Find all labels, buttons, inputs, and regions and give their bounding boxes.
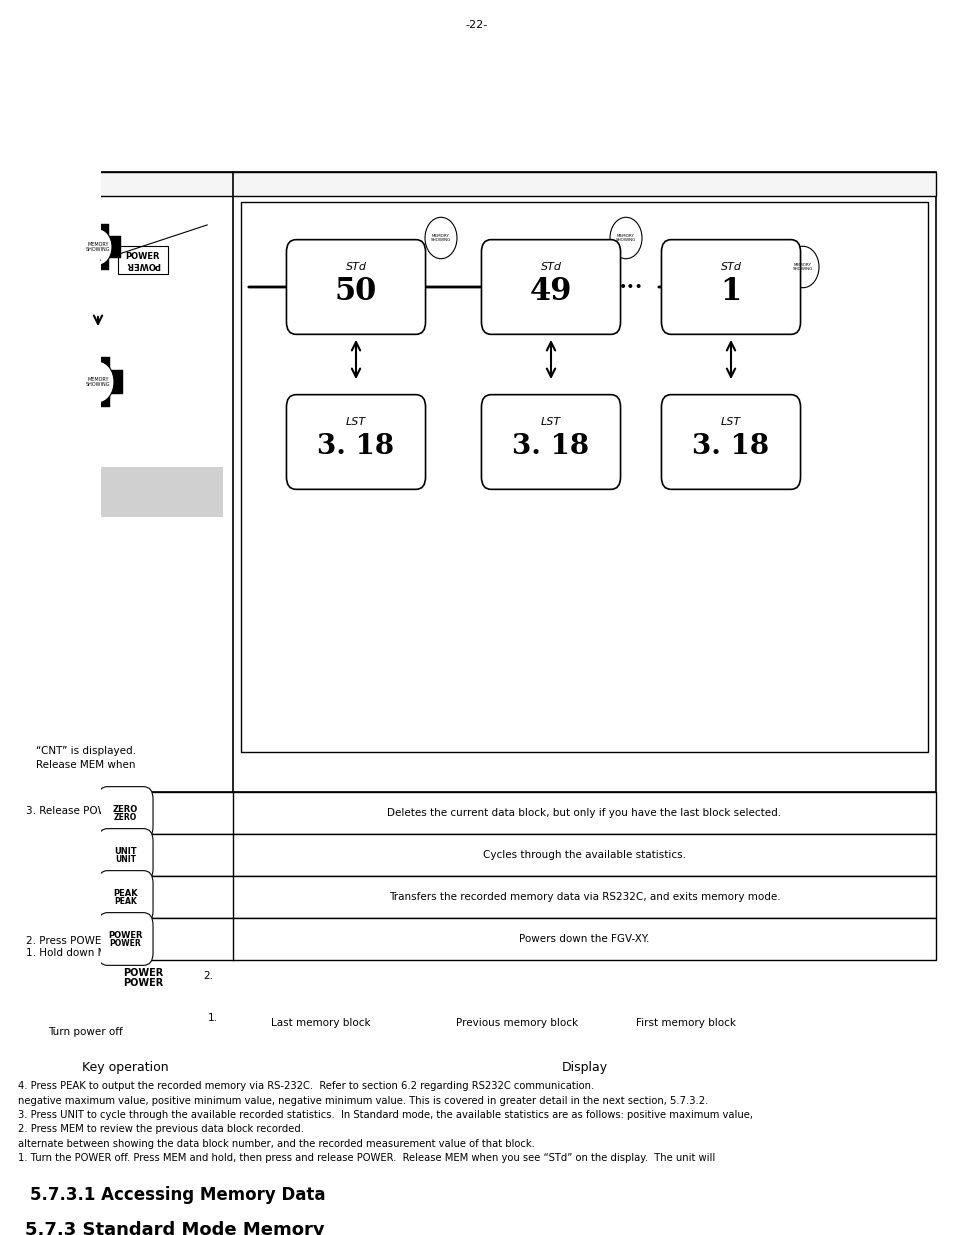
Text: 4. Press PEAK to output the recorded memory via RS-232C.  Refer to section 6.2 r: 4. Press PEAK to output the recorded mem… bbox=[18, 1081, 594, 1091]
Bar bbox=[18, 792, 935, 834]
Bar bbox=[99, 236, 121, 258]
FancyBboxPatch shape bbox=[481, 240, 619, 335]
Text: First memory block: First memory block bbox=[636, 1018, 735, 1028]
Text: STd: STd bbox=[540, 262, 561, 272]
FancyBboxPatch shape bbox=[98, 787, 152, 840]
Bar bbox=[87, 248, 109, 270]
Text: STd: STd bbox=[345, 262, 366, 272]
Text: PEAK: PEAK bbox=[113, 889, 137, 899]
Text: MEMORY
SHOWING: MEMORY SHOWING bbox=[792, 263, 812, 272]
FancyBboxPatch shape bbox=[660, 240, 800, 335]
Text: 5.7.3.1 Accessing Memory Data: 5.7.3.1 Accessing Memory Data bbox=[30, 1186, 325, 1204]
Text: 3. Press UNIT to cycle through the available recorded statistics.  In Standard m: 3. Press UNIT to cycle through the avail… bbox=[18, 1110, 752, 1120]
FancyBboxPatch shape bbox=[98, 829, 152, 882]
Text: 5.7.3 Standard Mode Memory: 5.7.3 Standard Mode Memory bbox=[25, 1221, 324, 1235]
Text: 2. Press POWER: 2. Press POWER bbox=[26, 936, 109, 946]
FancyBboxPatch shape bbox=[98, 871, 152, 924]
Text: 1.: 1. bbox=[208, 1013, 218, 1023]
Text: -22-: -22- bbox=[465, 20, 488, 30]
Text: ZERO: ZERO bbox=[112, 805, 138, 815]
Bar bbox=[87, 224, 109, 246]
Text: 50: 50 bbox=[335, 277, 376, 308]
Bar bbox=[18, 876, 935, 918]
Text: 2.: 2. bbox=[203, 971, 213, 981]
FancyBboxPatch shape bbox=[286, 240, 425, 335]
Bar bbox=[18, 918, 935, 960]
Circle shape bbox=[786, 246, 818, 288]
Bar bbox=[18, 834, 935, 876]
Text: POWER: POWER bbox=[126, 252, 160, 261]
Bar bbox=[18, 46, 935, 74]
Text: 2. Press MEM to review the previous data block recorded.: 2. Press MEM to review the previous data… bbox=[18, 1124, 304, 1134]
Circle shape bbox=[82, 362, 113, 403]
Text: MEMORY
SHOWING: MEMORY SHOWING bbox=[86, 242, 111, 252]
Text: Deletes the current data block, but only if you have the last block selected.: Deletes the current data block, but only… bbox=[387, 808, 781, 818]
Text: PEAK: PEAK bbox=[114, 897, 136, 905]
Text: •••: ••• bbox=[618, 280, 642, 294]
Text: Release MEM when: Release MEM when bbox=[36, 760, 135, 769]
FancyBboxPatch shape bbox=[481, 395, 619, 489]
FancyBboxPatch shape bbox=[660, 395, 800, 489]
Text: 3. 18: 3. 18 bbox=[317, 433, 395, 461]
Text: “CNT” is displayed.: “CNT” is displayed. bbox=[36, 746, 136, 756]
Bar bbox=[73, 370, 97, 394]
Text: MEMORY
SHOWING: MEMORY SHOWING bbox=[616, 233, 636, 242]
Text: POWER: POWER bbox=[108, 931, 143, 941]
Text: ZERO: ZERO bbox=[113, 813, 137, 821]
Bar bbox=[99, 370, 123, 394]
Text: STd: STd bbox=[720, 262, 740, 272]
Circle shape bbox=[84, 228, 112, 266]
Text: Key operation: Key operation bbox=[82, 1061, 169, 1074]
Text: Display: Display bbox=[561, 1061, 607, 1074]
Text: UNIT: UNIT bbox=[115, 855, 136, 863]
Bar bbox=[86, 357, 110, 382]
FancyBboxPatch shape bbox=[98, 913, 152, 966]
Text: 49: 49 bbox=[529, 277, 572, 308]
Text: POWER: POWER bbox=[123, 968, 163, 978]
Text: LST: LST bbox=[540, 417, 560, 427]
Text: UNIT: UNIT bbox=[114, 847, 136, 857]
Text: 3. 18: 3. 18 bbox=[512, 433, 589, 461]
Text: Transfers the recorded memory data via RS232C, and exits memory mode.: Transfers the recorded memory data via R… bbox=[388, 892, 780, 902]
Text: 1. Turn the POWER off. Press MEM and hold, then press and release POWER.  Releas: 1. Turn the POWER off. Press MEM and hol… bbox=[18, 1153, 715, 1163]
Bar bbox=[28, 467, 223, 517]
Text: 3. 18: 3. 18 bbox=[692, 433, 769, 461]
Text: POWER: POWER bbox=[123, 978, 163, 988]
Text: POWER: POWER bbox=[110, 939, 141, 947]
Bar bbox=[241, 203, 927, 752]
Text: Last memory block: Last memory block bbox=[271, 1018, 370, 1028]
Bar bbox=[75, 236, 97, 258]
Text: Cycles through the available statistics.: Cycles through the available statistics. bbox=[482, 850, 685, 860]
Text: 3. Release POWER: 3. Release POWER bbox=[26, 806, 121, 816]
Text: Turn power off: Turn power off bbox=[48, 1028, 123, 1037]
Text: MEMORY
SHOWING: MEMORY SHOWING bbox=[86, 377, 111, 388]
Circle shape bbox=[424, 217, 456, 258]
Text: LST: LST bbox=[346, 417, 366, 427]
Bar bbox=[18, 172, 935, 792]
Text: POWER: POWER bbox=[126, 259, 160, 268]
Circle shape bbox=[609, 217, 641, 258]
Text: 1. Hold down MEM: 1. Hold down MEM bbox=[26, 948, 122, 958]
Text: 1: 1 bbox=[720, 277, 740, 308]
Bar bbox=[18, 172, 935, 196]
Text: negative maximum value, positive minimum value, negative minimum value. This is : negative maximum value, positive minimum… bbox=[18, 1095, 708, 1107]
Text: LST: LST bbox=[720, 417, 740, 427]
Text: Powers down the FGV-XY.: Powers down the FGV-XY. bbox=[518, 934, 649, 944]
Text: MEMORY
SHOWING: MEMORY SHOWING bbox=[431, 233, 451, 242]
Bar bbox=[118, 246, 168, 274]
Text: Previous memory block: Previous memory block bbox=[456, 1018, 578, 1028]
Bar bbox=[18, 12, 935, 42]
FancyBboxPatch shape bbox=[286, 395, 425, 489]
Text: alternate between showing the data block number, and the recorded measurement va: alternate between showing the data block… bbox=[18, 1139, 535, 1149]
Bar bbox=[86, 383, 110, 408]
